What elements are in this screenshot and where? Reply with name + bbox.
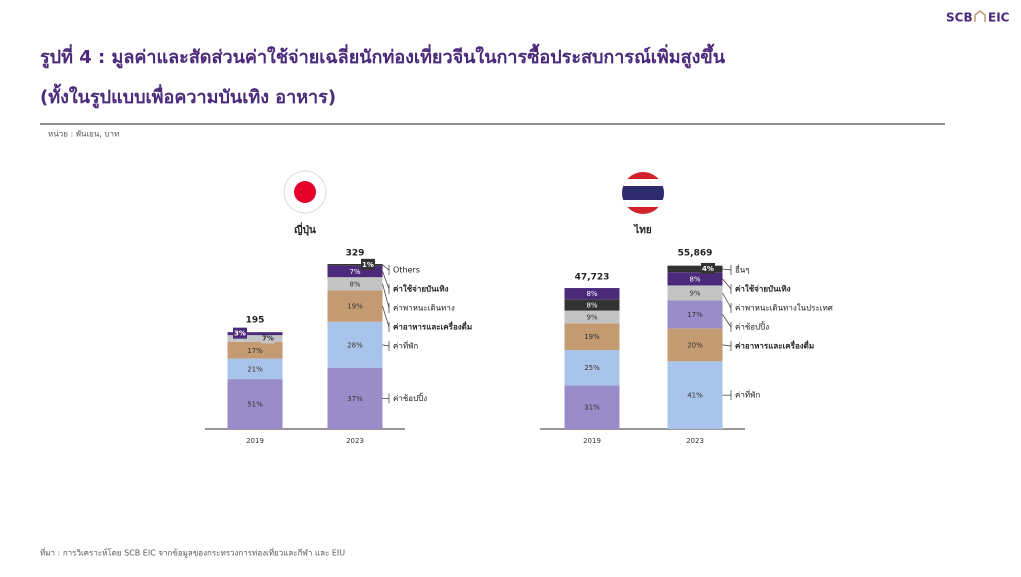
bar-segment bbox=[227, 379, 283, 429]
bar-segment bbox=[227, 335, 283, 342]
legend-label: Others bbox=[393, 266, 420, 275]
legend-label: ค่าช้อปปิ้ง bbox=[393, 392, 427, 403]
total-label: 55,869 bbox=[678, 249, 713, 259]
label-box bbox=[361, 258, 375, 270]
bar-segment bbox=[227, 332, 283, 336]
data-label: 19% bbox=[347, 303, 363, 311]
chart-title: ไทย bbox=[633, 223, 652, 236]
data-label: 8% bbox=[586, 301, 597, 309]
label-box bbox=[701, 262, 715, 274]
bar-segment bbox=[327, 367, 383, 429]
bar-segment bbox=[564, 299, 620, 311]
data-label: 37% bbox=[347, 395, 363, 403]
legend-label: ค่าพาหนะเดินทาง bbox=[393, 304, 455, 313]
bar-segment bbox=[327, 265, 383, 278]
legend-label: ค่าอาหารและเครื่องดื่ม bbox=[735, 340, 814, 351]
legend-label: ค่าที่พัก bbox=[735, 389, 760, 400]
bar-segment bbox=[667, 272, 723, 286]
data-label: 1% bbox=[362, 261, 374, 269]
data-label: 3% bbox=[234, 330, 246, 338]
data-label: 8% bbox=[586, 290, 597, 298]
legend-label: ค่าใช้จ่ายบันเทิง bbox=[393, 284, 449, 294]
x-tick-label: 2023 bbox=[346, 437, 364, 445]
x-tick-label: 2019 bbox=[246, 437, 264, 445]
label-box bbox=[233, 327, 247, 339]
logo-icon bbox=[974, 10, 986, 22]
title-line2: (ทั้งในรูปแบบเพื่อความบันเทิง อาหาร) bbox=[40, 83, 336, 109]
legend-label: ค่าใช้จ่ายบันเทิง bbox=[735, 284, 791, 294]
data-label: 51% bbox=[247, 401, 263, 409]
leader-line bbox=[382, 344, 390, 347]
bar-segment bbox=[327, 264, 383, 266]
data-label: 31% bbox=[584, 404, 600, 412]
data-label: 20% bbox=[687, 341, 703, 349]
title-line1: รูปที่ 4 : มูลค่าและสัดส่วนค่าใช้จ่ายเฉล… bbox=[40, 43, 726, 69]
leader-line bbox=[722, 314, 732, 328]
data-label: 17% bbox=[247, 347, 263, 355]
label-box bbox=[261, 332, 275, 344]
bar-segment bbox=[667, 300, 723, 329]
bar-segment bbox=[564, 323, 620, 351]
data-label: 41% bbox=[687, 392, 703, 400]
data-label: 8% bbox=[349, 280, 360, 288]
legend-label: ค่าอาหารและเครื่องดื่ม bbox=[393, 321, 472, 332]
leader-line bbox=[722, 292, 732, 309]
data-label: 8% bbox=[689, 275, 700, 283]
data-label: 17% bbox=[687, 311, 703, 319]
leader-line bbox=[382, 283, 390, 309]
bar-segment bbox=[667, 328, 723, 362]
x-tick-label: 2019 bbox=[583, 437, 601, 445]
leader-line bbox=[722, 344, 732, 347]
data-label: 9% bbox=[689, 289, 700, 297]
legend-label: ค่าช้อปปิ้ง bbox=[735, 321, 769, 332]
leader-line bbox=[382, 305, 390, 328]
bar-segment bbox=[227, 358, 283, 380]
data-label: 28% bbox=[347, 341, 363, 349]
bar-segment bbox=[564, 310, 620, 324]
leader-line bbox=[382, 264, 390, 271]
bar-segment bbox=[564, 288, 620, 300]
data-label: 7% bbox=[262, 335, 274, 343]
logo-left: SCB bbox=[946, 11, 973, 25]
data-label: 21% bbox=[247, 365, 263, 373]
x-tick-label: 2023 bbox=[686, 437, 704, 445]
bar-segment bbox=[667, 285, 723, 301]
total-label: 47,723 bbox=[575, 273, 610, 283]
unit: หน่วย : พันเยน, บาท bbox=[48, 130, 119, 139]
source: ที่มา : การวิเคราะห์โดย SCB EIC จากข้อมู… bbox=[40, 547, 345, 559]
bar-segment bbox=[564, 350, 620, 386]
total-label: 195 bbox=[246, 316, 265, 326]
bar-segment bbox=[667, 265, 723, 273]
data-label: 4% bbox=[702, 265, 714, 273]
bar-segment bbox=[327, 290, 383, 322]
bar-segment bbox=[327, 277, 383, 291]
chart-title: ญี่ปุ่น bbox=[294, 222, 316, 236]
legend-label: อื่นๆ bbox=[735, 264, 750, 275]
flag-japan bbox=[283, 170, 327, 214]
legend-label: ค่าที่พัก bbox=[393, 340, 418, 351]
logo-right: EIC bbox=[988, 11, 1010, 25]
bar-segment bbox=[227, 341, 283, 359]
bar-segment bbox=[327, 321, 383, 368]
data-label: 7% bbox=[349, 268, 360, 276]
leader-line bbox=[722, 268, 732, 271]
leader-line bbox=[382, 271, 390, 290]
legend-label: ค่าพาหนะเดินทางในประเทศ bbox=[735, 304, 833, 313]
bar-segment bbox=[667, 361, 723, 429]
total-label: 329 bbox=[346, 249, 365, 259]
data-label: 19% bbox=[584, 333, 600, 341]
data-label: 25% bbox=[584, 364, 600, 372]
flag-thailand bbox=[622, 172, 664, 214]
data-label: 9% bbox=[586, 313, 597, 321]
leader-line bbox=[722, 278, 732, 290]
bar-segment bbox=[564, 385, 620, 429]
